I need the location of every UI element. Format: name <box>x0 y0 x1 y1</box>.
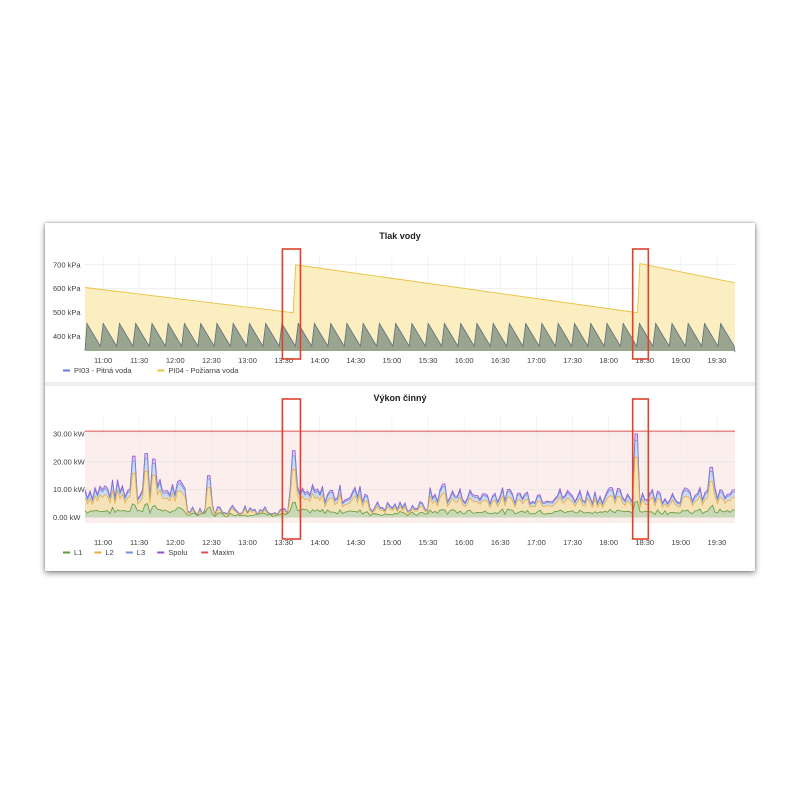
x-tick-label: 13:00 <box>238 538 257 547</box>
y-tick-label: 600 kPa <box>53 284 81 293</box>
x-tick-label: 18:00 <box>599 356 618 365</box>
x-tick-label: 15:00 <box>383 356 402 365</box>
highlight-windows <box>281 398 650 540</box>
y-axis: 0.00 kW 10.00 kW 20.00 kW 30.00 kW <box>53 429 86 522</box>
y-tick-label: 10.00 kW <box>53 485 86 494</box>
x-tick-label: 14:30 <box>346 356 365 365</box>
x-tick-label: 19:00 <box>671 538 690 547</box>
x-tick-label: 17:00 <box>527 538 546 547</box>
x-tick-label: 17:30 <box>563 538 582 547</box>
x-tick-label: 18:30 <box>635 538 654 547</box>
x-tick-label: 12:30 <box>202 538 221 547</box>
x-tick-label: 13:00 <box>238 356 257 365</box>
dashboard-panel: Tlak vody 400 kPa 500 kPa 600 kPa 700 kPa 1… <box>45 223 755 571</box>
power-areas <box>84 433 736 518</box>
x-tick-label: 19:30 <box>708 538 727 547</box>
y-tick-label: 400 kPa <box>53 332 81 341</box>
legend-item[interactable]: PI03 - Pitná voda <box>74 366 132 375</box>
x-tick-label: 13:30 <box>274 538 293 547</box>
x-tick-label: 15:00 <box>383 538 402 547</box>
y-tick-label: 30.00 kW <box>53 429 86 438</box>
x-tick-label: 14:00 <box>310 538 329 547</box>
legend-item[interactable]: L2 <box>105 548 113 557</box>
x-tick-label: 11:00 <box>94 356 112 365</box>
panel-divider <box>45 382 755 386</box>
x-tick-label: 14:30 <box>346 538 365 547</box>
x-axis: 11:00 11:30 12:00 12:30 13:00 13:30 14:00 14:30… <box>94 356 726 365</box>
l1-line <box>84 501 736 518</box>
x-axis: 11:00 11:30 12:00 12:30 13:00 13:30 14:00 14:30… <box>94 538 726 547</box>
x-tick-label: 11:30 <box>130 356 148 365</box>
pi04-area <box>85 263 735 351</box>
x-tick-label: 11:30 <box>130 538 148 547</box>
legend-item[interactable]: L3 <box>137 548 145 557</box>
highlight-box <box>281 398 302 540</box>
highlight-windows <box>281 248 650 360</box>
y-tick-label: 0.00 kW <box>53 513 81 522</box>
y-tick-label: 20.00 kW <box>53 457 86 466</box>
y-tick-label: 700 kPa <box>53 260 81 269</box>
x-tick-label: 19:30 <box>708 356 727 365</box>
highlight-box <box>281 248 302 360</box>
y-tick-label: 500 kPa <box>53 308 81 317</box>
l3-line <box>84 440 736 516</box>
legend: PI03 - Pitná voda PI04 - Požiarna voda <box>63 366 239 375</box>
x-tick-label: 12:00 <box>166 356 185 365</box>
x-tick-label: 17:00 <box>527 356 546 365</box>
x-tick-label: 17:30 <box>563 356 582 365</box>
chart-title: Tlak vody <box>379 231 421 241</box>
x-tick-label: 19:00 <box>671 356 690 365</box>
l1-area <box>85 501 735 518</box>
chart-vykon-cinny: Výkon činný 0.00 kW 10.00 kW 20.00 kW 30.00… <box>53 393 736 557</box>
legend-item[interactable]: PI04 - Požiarna voda <box>168 366 239 375</box>
pi03-line <box>84 322 736 353</box>
y-axis: 400 kPa 500 kPa 600 kPa 700 kPa <box>53 260 81 341</box>
l2-line <box>84 456 736 517</box>
chart-title: Výkon činný <box>373 393 426 403</box>
legend-item[interactable]: Spolu <box>168 548 187 557</box>
x-tick-label: 12:00 <box>166 538 185 547</box>
x-tick-label: 11:00 <box>94 538 112 547</box>
legend-item[interactable]: Maxim <box>212 548 234 557</box>
x-tick-label: 15:30 <box>419 538 438 547</box>
legend-item[interactable]: L1 <box>74 548 82 557</box>
pi03-area <box>85 323 735 353</box>
x-tick-label: 15:30 <box>419 356 438 365</box>
x-tick-label: 16:30 <box>491 538 510 547</box>
pi04-line <box>84 263 736 314</box>
highlight-box <box>631 248 650 360</box>
x-tick-label: 18:00 <box>599 538 618 547</box>
legend: L1 L2 L3 Spolu Maxim <box>63 548 234 557</box>
x-tick-label: 14:00 <box>310 356 329 365</box>
x-tick-label: 16:30 <box>491 356 510 365</box>
highlight-box <box>631 398 650 540</box>
x-tick-label: 12:30 <box>202 356 221 365</box>
x-tick-label: 16:00 <box>455 356 474 365</box>
x-tick-label: 16:00 <box>455 538 474 547</box>
dashboard-svg: Tlak vody 400 kPa 500 kPa 600 kPa 700 kPa 1… <box>45 231 755 557</box>
x-tick-label: 13:30 <box>274 356 293 365</box>
chart-tlak-vody: Tlak vody 400 kPa 500 kPa 600 kPa 700 kPa 1… <box>53 231 736 375</box>
x-tick-label: 18:30 <box>635 356 654 365</box>
